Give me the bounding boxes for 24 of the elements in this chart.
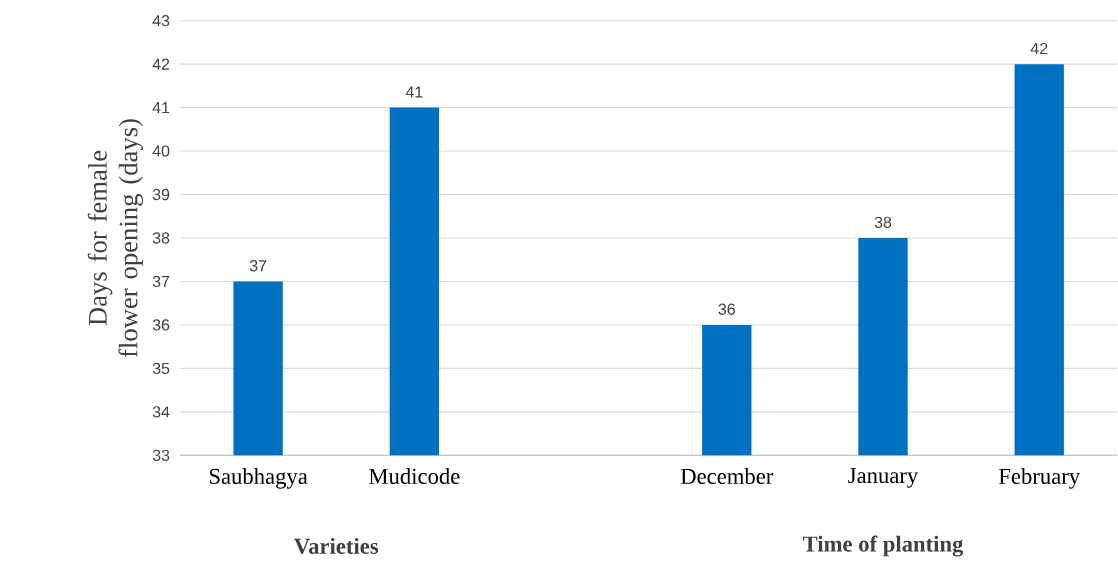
x-tick-label: December (680, 468, 774, 484)
x-tick-label: February (998, 468, 1081, 489)
data-label: 42 (1030, 42, 1048, 55)
y-tick-label: 43 (152, 15, 170, 27)
y-axis-title: Days for female flower opening (days) (87, 119, 143, 358)
y-tick-label: 38 (152, 232, 170, 244)
text: Varieties (294, 537, 379, 555)
y-tick-label: 42 (152, 58, 170, 70)
y-tick-label: 39 (152, 188, 170, 201)
y-tick-label: 34 (152, 406, 170, 418)
data-label: 36 (718, 303, 735, 315)
y-tick-label: 35 (152, 362, 170, 375)
x-tick-label: January (848, 468, 919, 488)
data-label: 41 (405, 86, 423, 98)
y-tick-label: 37 (152, 275, 170, 288)
data-label: 38 (874, 216, 892, 228)
y-tick-label: 40 (152, 145, 170, 157)
y-tick-label: 36 (152, 319, 170, 331)
y-tick-label: 33 (152, 449, 170, 461)
y-tick-label: 41 (152, 102, 170, 114)
x-tick-label: Saubhagya (209, 468, 308, 489)
x-tick-label: Mudicode (369, 468, 460, 484)
text: Time of planting (802, 535, 964, 557)
data-label: 37 (249, 260, 267, 272)
